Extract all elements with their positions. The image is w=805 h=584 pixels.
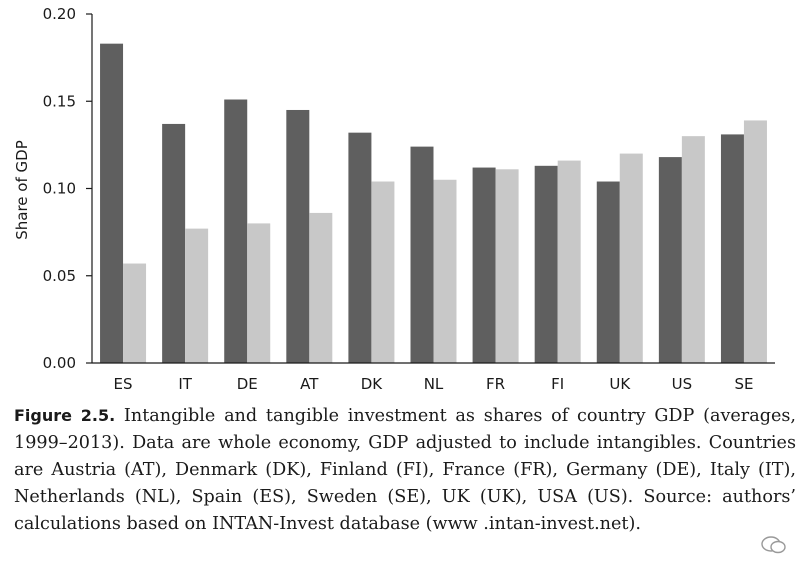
watermark <box>761 535 787 555</box>
bar-de-intangible <box>247 223 271 363</box>
bar-dk-intangible <box>371 181 395 363</box>
x-tick-label: AT <box>300 375 319 393</box>
y-tick-label: 0.20 <box>43 5 76 23</box>
plot-area <box>100 43 767 363</box>
bar-se-tangible <box>720 134 744 363</box>
bar-us-tangible <box>658 157 682 363</box>
x-tick-label: UK <box>609 375 631 393</box>
bar-nl-intangible <box>433 179 457 363</box>
bar-chart: ES IT DE AT DK NL FR FI UK US SE 0.000.050.100.150… <box>13 5 775 393</box>
bar-at-tangible <box>286 109 310 363</box>
y-axis-label: Share of GDP <box>13 140 31 240</box>
x-tick-label: US <box>672 375 693 393</box>
y-tick-label: 0.10 <box>43 180 76 198</box>
bar-nl-tangible <box>410 146 434 363</box>
y-tick-label: 0.15 <box>43 92 76 110</box>
bar-it-tangible <box>162 123 186 363</box>
bar-uk-intangible <box>619 153 643 363</box>
bar-es-tangible <box>100 43 124 363</box>
x-tick-label: FR <box>486 375 505 393</box>
y-axis: 0.00 0.05 0.10 0.15 0.20 <box>43 5 93 372</box>
x-tick-label: NL <box>424 375 444 393</box>
bar-at-intangible <box>309 212 333 363</box>
x-tick-label: ES <box>114 375 133 393</box>
caption-label: Figure 2.5. <box>14 406 116 425</box>
bar-uk-tangible <box>596 181 620 363</box>
y-tick-label: 0.00 <box>43 354 76 372</box>
bar-fi-tangible <box>534 165 558 363</box>
x-tick-label: FI <box>551 375 564 393</box>
bar-us-intangible <box>681 136 705 363</box>
x-tick-label: DE <box>237 375 258 393</box>
bar-fi-intangible <box>557 160 581 363</box>
x-tick-label: SE <box>734 375 753 393</box>
bar-fr-intangible <box>495 169 519 363</box>
bar-it-intangible <box>185 228 209 363</box>
bar-es-intangible <box>123 263 147 363</box>
x-tick-label: IT <box>178 375 192 393</box>
bar-de-tangible <box>224 99 248 363</box>
caption-text: Intangible and tangible investment as sh… <box>14 406 796 534</box>
x-axis: ES IT DE AT DK NL FR FI UK US SE <box>92 362 775 393</box>
figure-caption: Figure 2.5. Intangible and tangible inve… <box>14 402 796 538</box>
y-tick-label: 0.05 <box>43 267 76 285</box>
chat-bubble-icon <box>761 536 786 554</box>
bar-fr-tangible <box>472 167 496 363</box>
bar-se-intangible <box>743 120 767 363</box>
x-tick-label: DK <box>361 375 384 393</box>
bar-dk-tangible <box>348 132 372 363</box>
